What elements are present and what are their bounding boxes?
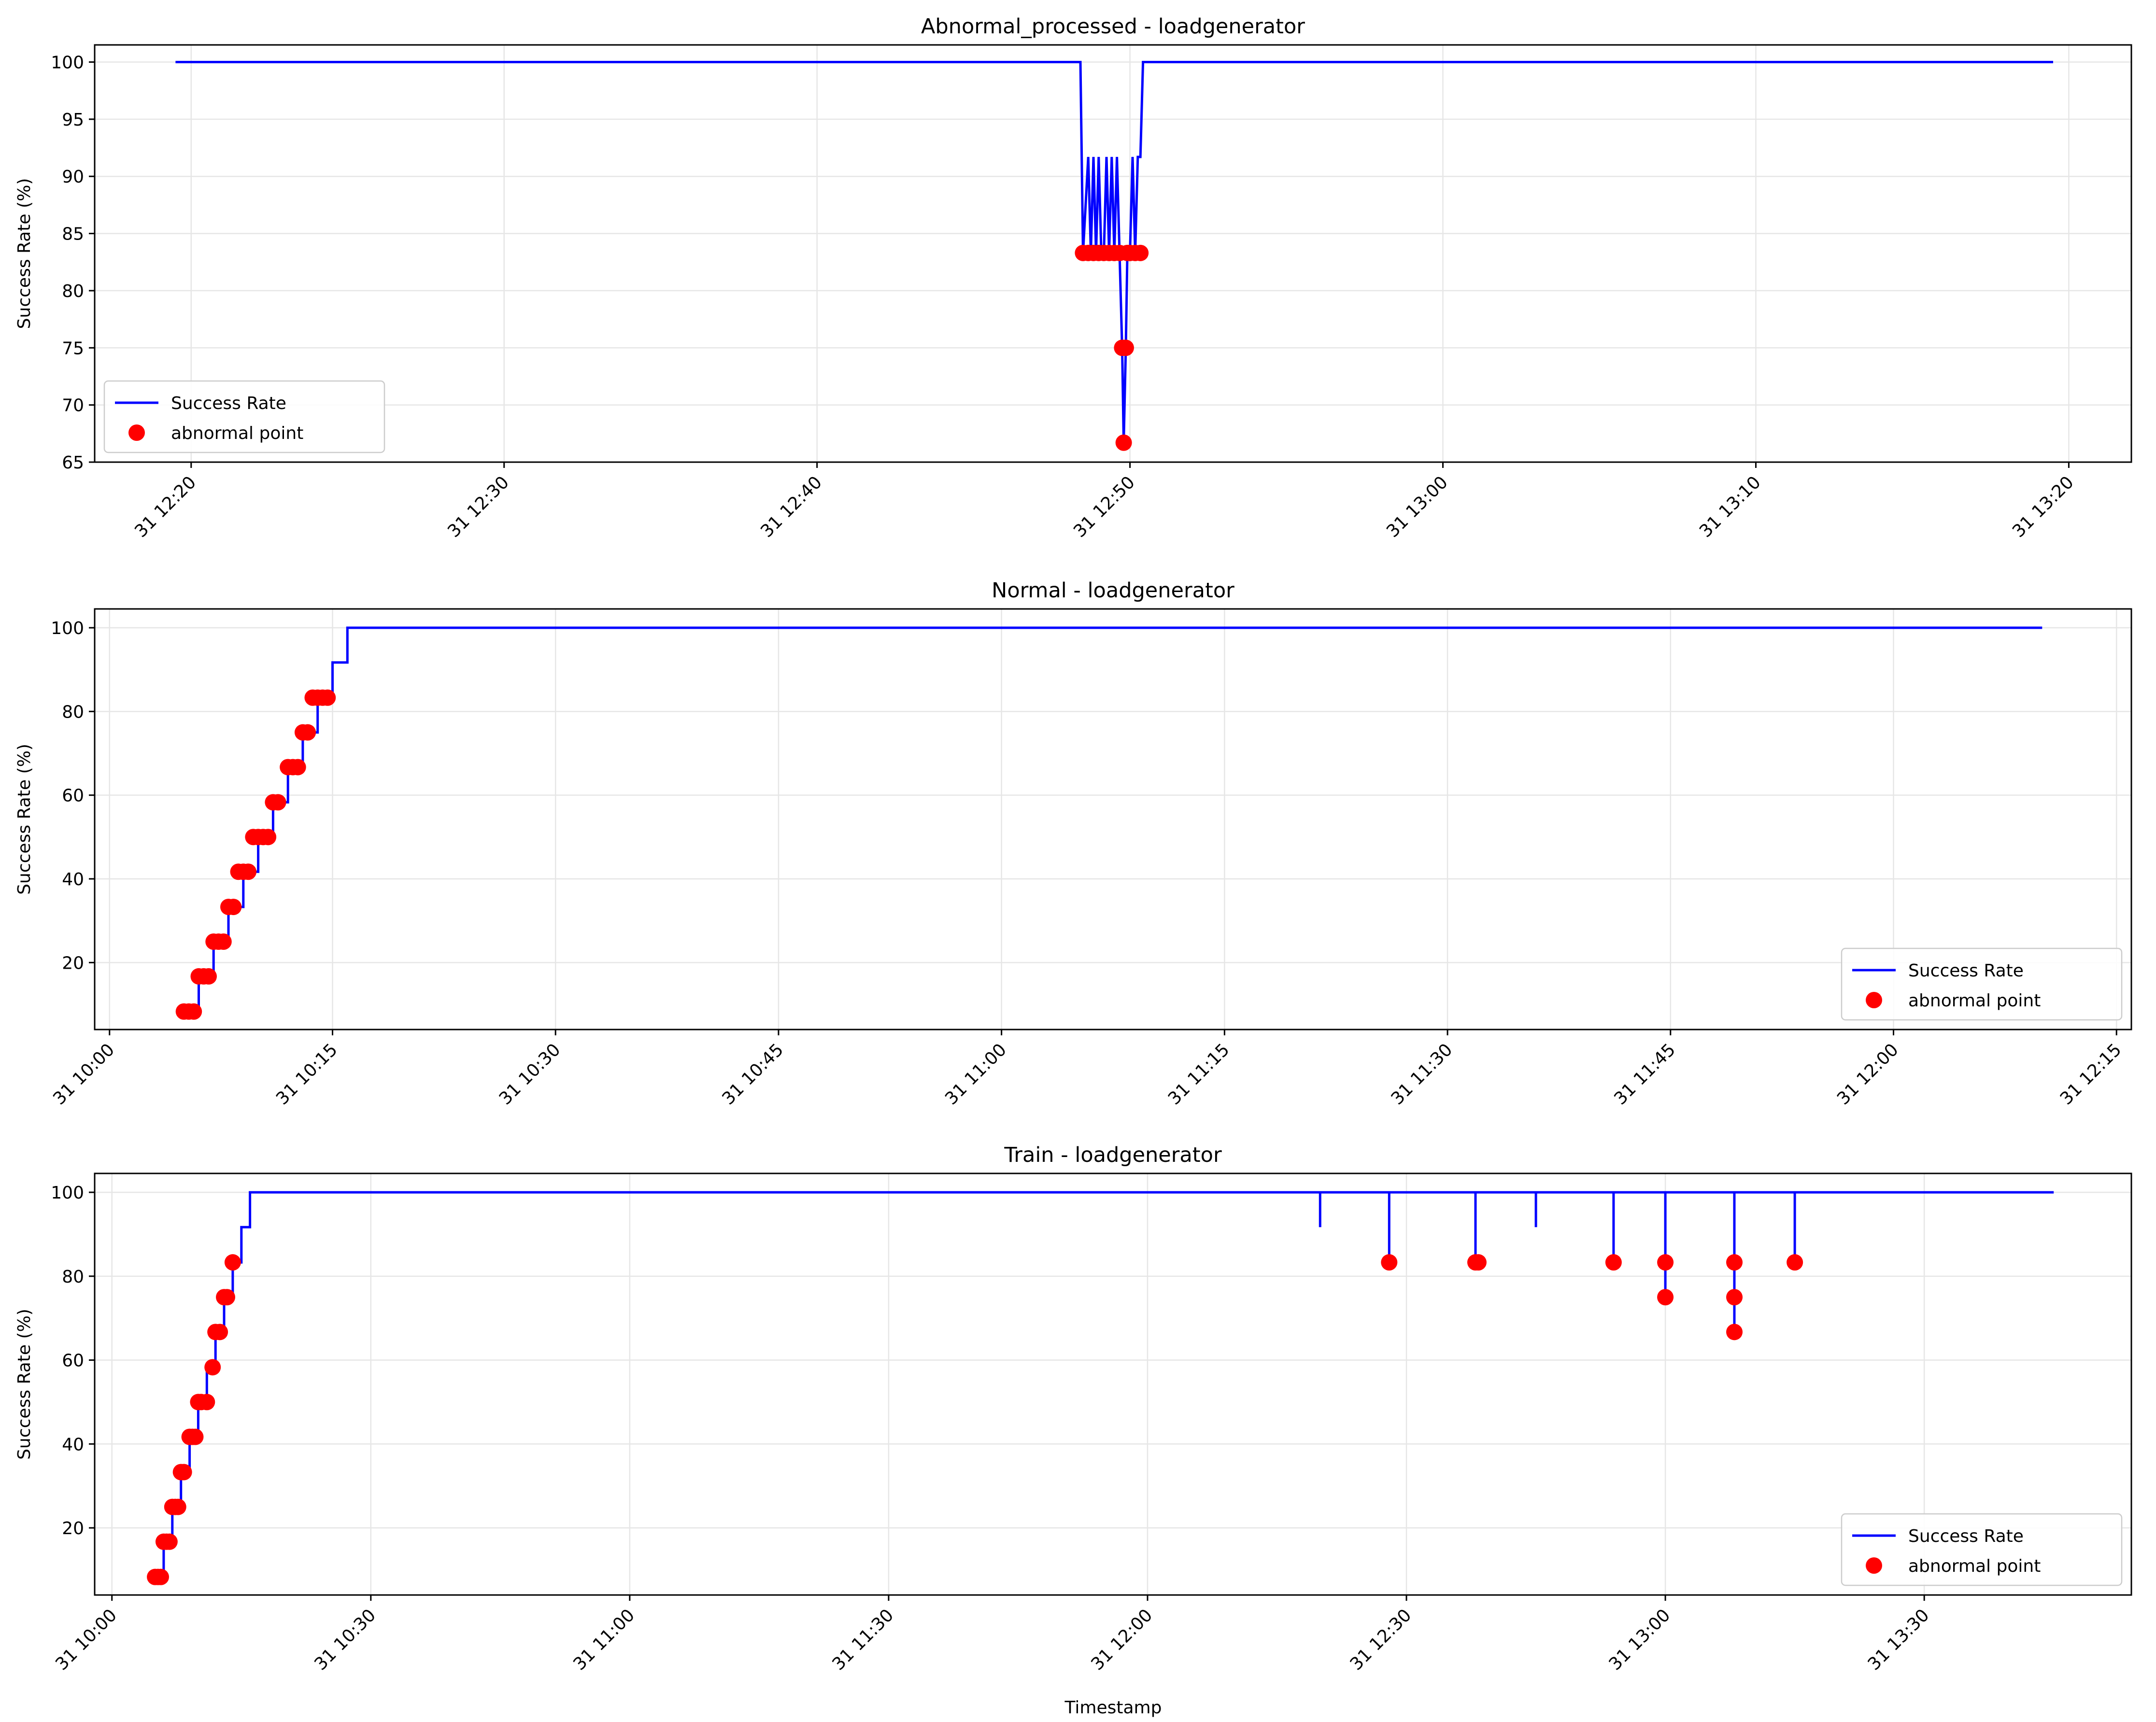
y-tick-label: 60 — [62, 1351, 84, 1371]
abnormal-points — [147, 1254, 1803, 1585]
y-tick-label: 100 — [51, 1183, 84, 1203]
y-tick-label: 70 — [62, 396, 84, 416]
y-tick-label: 100 — [51, 619, 84, 638]
abnormal-point — [260, 829, 277, 846]
axes-frame — [94, 44, 2132, 463]
abnormal-point — [225, 899, 242, 916]
abnormal-point — [299, 724, 316, 741]
y-tick-label: 75 — [62, 339, 84, 358]
y-ticks: 20 40 60 80 100 — [51, 1183, 95, 1539]
legend-label-abnormal-point: abnormal point — [171, 423, 303, 443]
x-axis-label: Timestamp — [1064, 1698, 1162, 1718]
y-tick-label: 20 — [62, 953, 84, 973]
y-tick-label: 65 — [62, 453, 84, 473]
legend-marker-swatch — [128, 424, 145, 441]
abnormal-point — [270, 794, 286, 811]
y-tick-label: 100 — [51, 53, 84, 73]
legend: Success Rate abnormal point — [1841, 1513, 2123, 1586]
axes-frame — [94, 608, 2132, 1030]
y-tick-label: 80 — [62, 282, 84, 301]
abnormal-point — [1132, 244, 1149, 261]
y-tick-label: 85 — [62, 225, 84, 244]
abnormal-point — [319, 689, 336, 706]
legend-box — [103, 380, 385, 453]
legend-label-abnormal-point: abnormal point — [1908, 991, 2041, 1011]
abnormal-point — [161, 1533, 178, 1550]
abnormal-point — [215, 933, 232, 950]
legend: Success Rate abnormal point — [1841, 947, 2123, 1021]
legend-box — [1841, 947, 2123, 1021]
y-axis-label: Success Rate (%) — [14, 744, 34, 895]
abnormal-point — [240, 863, 257, 880]
y-tick-label: 90 — [62, 167, 84, 187]
legend-label-abnormal-point: abnormal point — [1908, 1556, 2041, 1576]
abnormal-point — [1726, 1254, 1743, 1271]
abnormal-points — [1075, 244, 1149, 451]
legend-label-success-rate: Success Rate — [1908, 961, 2024, 981]
y-tick-label: 40 — [62, 1435, 84, 1454]
legend-box — [1841, 1513, 2123, 1586]
chart-title: Normal - loadgenerator — [992, 579, 1234, 603]
y-ticks: 65 70 75 80 85 90 95 100 — [51, 53, 95, 473]
y-axis-label: Success Rate (%) — [14, 178, 34, 329]
abnormal-point — [204, 1359, 221, 1376]
chart-title: Train - loadgenerator — [1004, 1143, 1222, 1167]
legend-marker-swatch — [1866, 992, 1882, 1008]
legend-label-success-rate: Success Rate — [171, 394, 286, 413]
abnormal-point — [170, 1498, 186, 1515]
abnormal-point — [1657, 1289, 1674, 1306]
chart-title: Abnormal_processed - loadgenerator — [921, 14, 1305, 39]
abnormal-point — [199, 1394, 215, 1411]
abnormal-point — [1117, 339, 1134, 356]
abnormal-point — [212, 1324, 228, 1341]
y-tick-label: 20 — [62, 1519, 84, 1539]
abnormal-point — [1115, 434, 1132, 451]
y-tick-label: 60 — [62, 786, 84, 806]
abnormal-point — [187, 1428, 204, 1445]
y-axis-label: Success Rate (%) — [14, 1309, 34, 1460]
legend: Success Rate abnormal point — [103, 380, 385, 453]
abnormal-point — [1381, 1254, 1398, 1271]
abnormal-point — [152, 1568, 169, 1585]
axes-frame — [94, 1172, 2132, 1596]
abnormal-points — [175, 689, 336, 1020]
abnormal-point — [1657, 1254, 1674, 1271]
abnormal-point — [185, 1003, 202, 1020]
y-tick-label: 95 — [62, 110, 84, 130]
series-line-success-rate — [175, 61, 2053, 443]
y-tick-label: 80 — [62, 702, 84, 722]
abnormal-point — [175, 1464, 192, 1481]
legend-label-success-rate: Success Rate — [1908, 1526, 2024, 1546]
abnormal-point — [1726, 1324, 1743, 1341]
grid — [95, 1173, 2131, 1595]
abnormal-point — [1470, 1254, 1487, 1271]
y-ticks: 20 40 60 80 100 — [51, 619, 95, 973]
abnormal-point — [218, 1289, 235, 1306]
abnormal-point — [289, 759, 306, 776]
abnormal-point — [1726, 1289, 1743, 1306]
abnormal-point — [1605, 1254, 1622, 1271]
abnormal-point — [1787, 1254, 1803, 1271]
y-tick-label: 80 — [62, 1267, 84, 1287]
abnormal-point — [224, 1254, 241, 1271]
legend-marker-swatch — [1866, 1557, 1882, 1574]
abnormal-point — [200, 968, 217, 985]
y-tick-label: 40 — [62, 870, 84, 889]
